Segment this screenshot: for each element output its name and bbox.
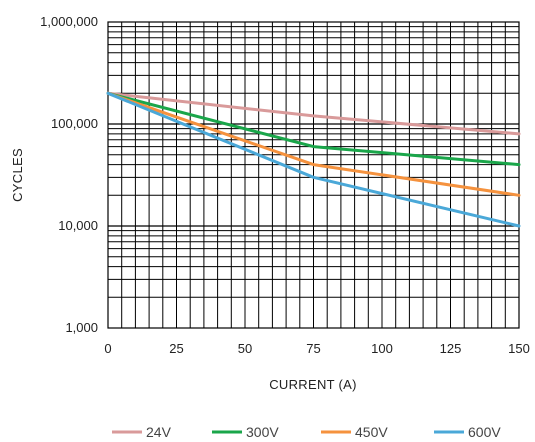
series-lines [106,91,521,228]
legend-label-300v: 300V [246,424,279,440]
x-tick-label: 125 [440,341,462,356]
legend-label-600v: 600V [468,424,501,440]
legend-label-24v: 24V [146,424,172,440]
x-tick-label: 0 [104,341,111,356]
legend-label-450v: 450V [355,424,388,440]
y-tick-label: 10,000 [58,218,98,233]
x-tick-labels: 0 25 50 75 100 125 150 [104,341,529,356]
grid-lines [107,21,520,329]
y-tick-label: 1,000 [65,320,98,335]
y-tick-label: 100,000 [51,116,98,131]
series-line-600v [106,91,521,228]
series-line-300v [106,91,521,167]
y-axis-label: CYCLES [10,148,25,202]
legend: 24V 300V 450V 600V [112,424,501,440]
x-tick-label: 25 [169,341,183,356]
y-tick-labels: 1,000 10,000 100,000 1,000,000 [40,14,98,335]
x-tick-label: 150 [508,341,530,356]
x-tick-label: 75 [306,341,320,356]
series-line-450v [106,91,521,197]
x-tick-label: 100 [371,341,393,356]
x-axis-label: CURRENT (A) [269,377,357,392]
x-tick-label: 50 [238,341,252,356]
y-tick-label: 1,000,000 [40,14,98,29]
series-line-24v [106,91,521,136]
